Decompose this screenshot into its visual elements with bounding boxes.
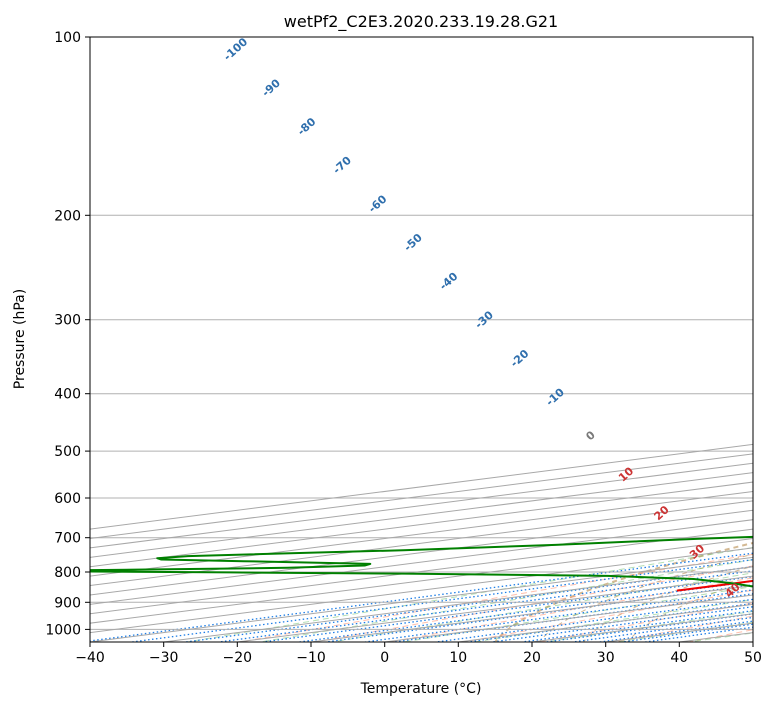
isotherm-line: [90, 509, 753, 596]
isotherm-line: [90, 490, 753, 577]
mixing-ratio-line: [90, 552, 753, 642]
dewpoint-profile: [90, 535, 753, 588]
y-axis-label: Pressure (hPa): [12, 289, 28, 389]
mixing-ratio-line: [522, 610, 753, 642]
x-axis-label: Temperature (°C): [360, 681, 482, 697]
isotherm-line: [90, 500, 753, 587]
plot-frame: [89, 36, 754, 643]
dry-adiabat: [314, 565, 753, 642]
profile-lines: [90, 535, 753, 592]
dry-adiabat: [239, 553, 753, 642]
mixing-ratio-line: [299, 580, 753, 642]
chart-title: wetPf2_C2E3.2020.233.19.28.G21: [284, 12, 558, 32]
isotherm-line: [90, 472, 753, 558]
x-tick-label: 50: [744, 650, 762, 666]
x-tick-label: 30: [597, 650, 615, 666]
theta-e-line: [583, 565, 753, 642]
y-tick-label: 500: [54, 444, 81, 460]
y-tick-label: 300: [54, 313, 81, 329]
x-tick-label: 20: [523, 650, 541, 666]
isotherm-line: [90, 519, 753, 605]
y-tick-label: 1000: [45, 622, 81, 638]
x-tick-label: 0: [380, 650, 389, 666]
axes: −40 −30 −20 −10 0 10 20 30 40 50 100 200 300 400 500 60…: [45, 30, 762, 666]
mixing-ratio-line: [572, 616, 753, 642]
x-tick-label: 40: [670, 650, 688, 666]
theta-e-line: [627, 578, 753, 642]
y-tick-label: 900: [54, 595, 81, 611]
theta-e-line: [539, 553, 753, 642]
isotherm-line: [90, 462, 753, 549]
x-tick-label: −40: [75, 650, 105, 666]
isotherm-line: [90, 481, 753, 568]
x-tick-label: 10: [449, 650, 467, 666]
y-tick-label: 700: [54, 531, 81, 547]
y-tick-label: 100: [54, 30, 81, 46]
x-tick-label: −10: [296, 650, 326, 666]
x-tick-label: −30: [149, 650, 179, 666]
dry-adiabat: [464, 589, 753, 642]
mixing-ratio-line: [365, 589, 753, 642]
y-tick-label: 200: [54, 208, 81, 224]
y-tick-label: 600: [54, 491, 81, 507]
y-tick-label: 400: [54, 387, 81, 403]
x-tick-label: −20: [223, 650, 253, 666]
y-tick-label: 800: [54, 565, 81, 581]
isotherm-line: [90, 538, 753, 624]
